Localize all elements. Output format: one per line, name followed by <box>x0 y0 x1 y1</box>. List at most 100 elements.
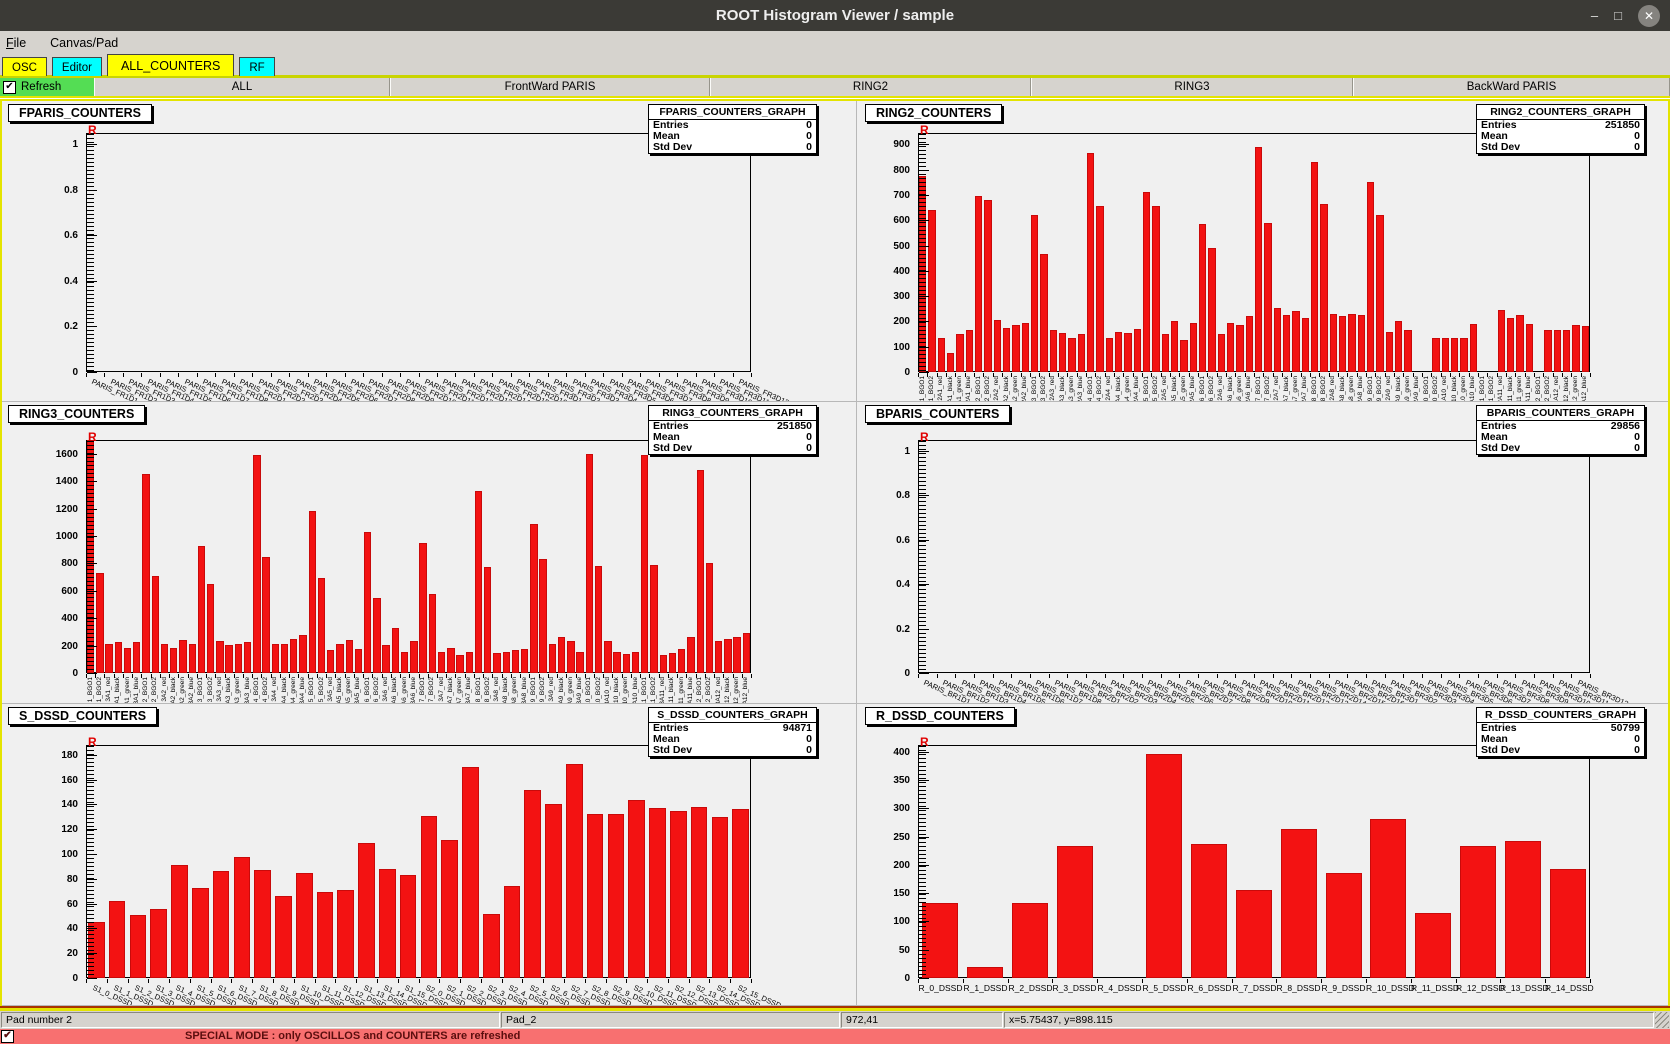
bar[interactable] <box>1264 222 1272 372</box>
bar[interactable] <box>1525 323 1534 372</box>
bar[interactable] <box>358 842 375 978</box>
bar[interactable] <box>1124 332 1132 372</box>
pad-ring2[interactable]: RING2_COUNTERS RING2_COUNTERS_GRAPH Entrie… <box>857 101 1670 402</box>
bar[interactable] <box>678 649 686 673</box>
bar[interactable] <box>937 337 946 372</box>
histogram-title-box[interactable]: R_DSSD_COUNTERS <box>865 707 1015 725</box>
bar[interactable] <box>928 210 936 372</box>
histogram-title-box[interactable]: BPARIS_COUNTERS <box>865 405 1011 423</box>
bar[interactable] <box>650 564 658 673</box>
bar[interactable] <box>524 789 542 978</box>
bar[interactable] <box>1394 321 1403 372</box>
histogram-title-box[interactable]: RING2_COUNTERS <box>865 104 1003 122</box>
bar[interactable] <box>1325 873 1362 978</box>
bar[interactable] <box>151 575 159 673</box>
bar[interactable] <box>441 840 458 978</box>
bar[interactable] <box>1432 337 1440 372</box>
bar[interactable] <box>437 651 446 673</box>
bar[interactable] <box>732 809 749 978</box>
bar[interactable] <box>1348 313 1356 372</box>
bar[interactable] <box>1301 317 1310 372</box>
bar[interactable] <box>967 967 1004 978</box>
bar[interactable] <box>206 583 215 673</box>
bar[interactable] <box>1385 331 1394 372</box>
bar[interactable] <box>956 334 964 372</box>
bar[interactable] <box>1273 307 1282 372</box>
bar[interactable] <box>1280 828 1317 978</box>
bar[interactable] <box>410 640 418 673</box>
bar[interactable] <box>1040 254 1048 372</box>
bar[interactable] <box>1030 215 1039 372</box>
bar[interactable] <box>482 913 500 978</box>
bar[interactable] <box>114 642 122 673</box>
pad-fparis[interactable]: FPARIS_COUNTERS FPARIS_COUNTERS_GRAPH Entr… <box>0 101 857 402</box>
bar[interactable] <box>594 566 603 673</box>
bar[interactable] <box>1152 206 1160 372</box>
resize-grip-icon[interactable] <box>1655 1012 1669 1028</box>
bar[interactable] <box>1002 327 1011 372</box>
bar[interactable] <box>586 814 604 978</box>
bar[interactable] <box>1191 843 1228 978</box>
bar[interactable] <box>1572 325 1580 372</box>
bar[interactable] <box>1049 330 1058 372</box>
bar[interactable] <box>1581 326 1590 372</box>
bar[interactable] <box>604 640 612 673</box>
bar[interactable] <box>364 531 372 673</box>
bar[interactable] <box>696 470 704 673</box>
bar[interactable] <box>275 896 292 978</box>
stats-box[interactable]: BPARIS_COUNTERS_GRAPH Entries 29856 Mean 0 St… <box>1476 405 1645 455</box>
bar[interactable] <box>1506 317 1515 372</box>
bar[interactable] <box>447 648 455 673</box>
bar[interactable] <box>649 808 666 978</box>
bar[interactable] <box>1180 340 1188 372</box>
bar[interactable] <box>129 914 147 978</box>
maximize-icon[interactable]: □ <box>1614 8 1622 23</box>
bar[interactable] <box>993 320 1002 372</box>
bar[interactable] <box>1292 311 1300 372</box>
bar[interactable] <box>503 886 521 978</box>
bar[interactable] <box>1504 840 1541 978</box>
histogram-title-box[interactable]: RING3_COUNTERS <box>8 405 146 423</box>
bar[interactable] <box>1096 206 1104 372</box>
bar[interactable] <box>428 594 437 673</box>
bar[interactable] <box>711 816 729 978</box>
bar[interactable] <box>742 632 751 673</box>
bar[interactable] <box>1208 248 1216 372</box>
bar[interactable] <box>1021 322 1030 372</box>
bar[interactable] <box>714 641 723 673</box>
bar[interactable] <box>290 639 298 673</box>
bar[interactable] <box>1146 754 1183 978</box>
bar[interactable] <box>545 804 562 978</box>
bar[interactable] <box>1562 330 1571 372</box>
bar[interactable] <box>1133 329 1142 372</box>
bar[interactable] <box>539 559 547 673</box>
refresh-toggle[interactable]: ✔ Refresh <box>0 78 94 96</box>
bar[interactable] <box>462 767 479 978</box>
bar[interactable] <box>690 806 708 978</box>
bar[interactable] <box>354 649 363 673</box>
tab-rf[interactable]: RF <box>239 57 275 76</box>
bar[interactable] <box>1370 819 1407 978</box>
range-button-frontward-paris[interactable]: FrontWard PARIS <box>390 78 710 96</box>
bar[interactable] <box>336 643 344 673</box>
bar[interactable] <box>262 556 270 673</box>
bar[interactable] <box>576 652 584 673</box>
bar[interactable] <box>1441 337 1450 372</box>
bar[interactable] <box>1114 331 1123 372</box>
bar[interactable] <box>1516 315 1524 372</box>
bar[interactable] <box>197 545 206 673</box>
bar[interactable] <box>984 200 992 372</box>
bar[interactable] <box>687 637 695 673</box>
bar[interactable] <box>511 650 520 673</box>
bar[interactable] <box>96 572 104 673</box>
bar[interactable] <box>1189 322 1198 372</box>
bar[interactable] <box>212 871 230 978</box>
bar[interactable] <box>1450 337 1459 372</box>
pad-s_dssd[interactable]: S_DSSD_COUNTERS S_DSSD_COUNTERS_GRAPH Entr… <box>0 704 857 1006</box>
stats-box[interactable]: S_DSSD_COUNTERS_GRAPH Entries 94871 Mean 0 St… <box>648 707 817 757</box>
special-mode-checkbox[interactable]: ✔ <box>1 1030 14 1043</box>
bar[interactable] <box>254 870 271 978</box>
root-canvas[interactable]: FPARIS_COUNTERS FPARIS_COUNTERS_GRAPH Entr… <box>0 101 1670 1006</box>
window-titlebar[interactable]: ROOT Histogram Viewer / sample – □ ✕ <box>0 0 1670 31</box>
bar[interactable] <box>530 523 538 673</box>
